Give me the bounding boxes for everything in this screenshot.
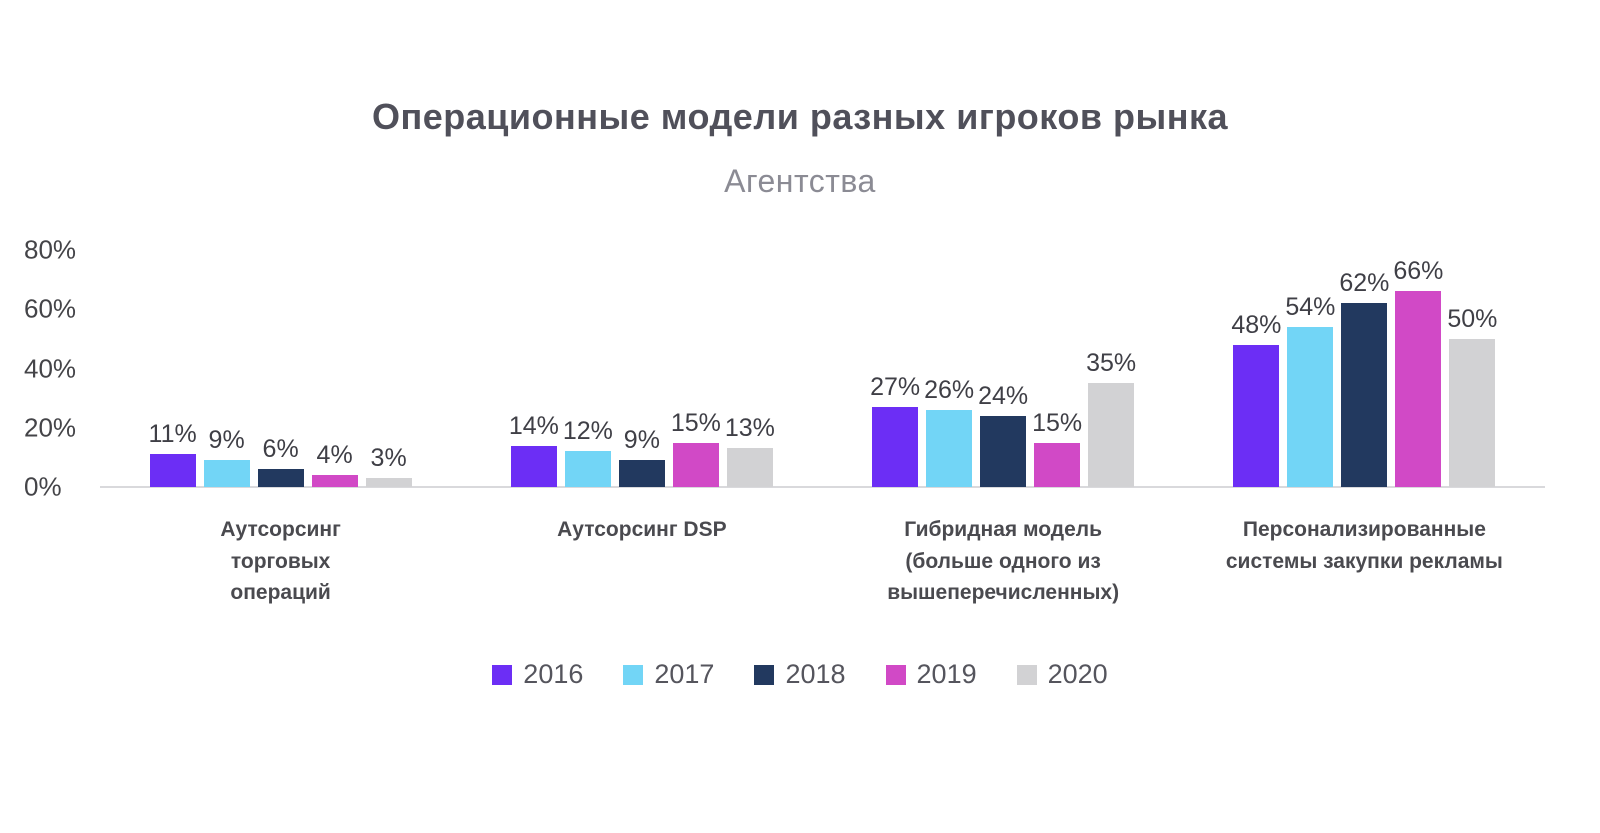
bar-value-label: 24%	[978, 382, 1029, 410]
bar-item: 15%	[1032, 409, 1083, 487]
bar-groups: 11% 9% 6% 4% 3% 14% 12% 9% 15% 13% 27% 26% 24% 15% 35%…	[100, 250, 1545, 487]
legend-label: 2016	[523, 659, 584, 689]
category-label: Аутсорсинг DSP	[557, 518, 727, 541]
bar-group: 14% 12% 9% 15% 13%	[461, 250, 822, 487]
bar-2016	[510, 446, 557, 487]
bar-value-label: 15%	[1032, 409, 1083, 437]
bar-value-label: 14%	[508, 412, 559, 440]
legend-item-2017: 2017	[623, 659, 714, 690]
bar-value-label: 26%	[924, 376, 975, 404]
y-axis-tick: 40%	[24, 353, 77, 383]
bar-value-label: 6%	[262, 435, 299, 463]
bar-item: 12%	[562, 417, 613, 487]
legend-swatch-icon	[492, 664, 513, 685]
bar-value-label: 27%	[870, 373, 921, 401]
bar-item: 11%	[148, 420, 197, 487]
bar-2018	[1341, 303, 1388, 487]
bar-item: 15%	[670, 409, 721, 487]
bar-item: 26%	[924, 376, 975, 487]
bar-item: 27%	[870, 373, 921, 487]
bar-item: 54%	[1285, 293, 1336, 487]
bar-2018	[618, 460, 665, 487]
bar-value-label: 9%	[623, 426, 660, 454]
y-axis: 80% 60% 40% 20% 0%	[24, 235, 96, 502]
bar-item: 13%	[724, 414, 775, 487]
bar-2018	[257, 469, 304, 487]
bar-value-label: 62%	[1339, 269, 1390, 297]
bar-item: 24%	[978, 382, 1029, 487]
category-axis: Аутсорсинг торговых операций Аутсорсинг D…	[100, 514, 1545, 609]
bar-item: 48%	[1231, 311, 1282, 487]
category-label: Гибридная модель (больше одного из вышеп…	[887, 518, 1120, 604]
bar-value-label: 54%	[1285, 293, 1336, 321]
bar-2016	[1233, 345, 1280, 487]
bar-2019	[311, 475, 358, 487]
bar-2020	[1449, 339, 1496, 487]
bar-item: 66%	[1393, 257, 1444, 487]
bar-value-label: 15%	[670, 409, 721, 437]
legend-item-2018: 2018	[754, 659, 846, 690]
legend-item-2016: 2016	[492, 659, 583, 690]
bar-item: 9%	[203, 426, 250, 487]
legend-item-2019: 2019	[885, 659, 977, 690]
bar-value-label: 50%	[1447, 305, 1498, 333]
chart-title: Операционные модели разных игроков рынка	[372, 96, 1228, 137]
bar-2020	[365, 478, 412, 487]
bar-2017	[1287, 327, 1334, 487]
legend-swatch-icon	[754, 664, 775, 685]
bar-value-label: 48%	[1231, 311, 1282, 339]
bar-2019	[1395, 291, 1442, 487]
bar-item: 50%	[1447, 305, 1498, 487]
bar-item: 35%	[1086, 349, 1137, 487]
bar-2018	[980, 416, 1027, 487]
bar-value-label: 11%	[148, 420, 197, 448]
bar-value-label: 4%	[316, 441, 353, 469]
bar-group: 27% 26% 24% 15% 35%	[823, 250, 1184, 487]
bar-2020	[726, 448, 773, 487]
bar-value-label: 3%	[370, 444, 407, 472]
legend-label: 2019	[916, 659, 977, 689]
x-axis-baseline	[100, 486, 1545, 488]
legend-label: 2017	[654, 659, 715, 689]
bar-item: 9%	[618, 426, 665, 487]
category-label: Аутсорсинг торговых операций	[220, 518, 341, 604]
legend-swatch-icon	[885, 664, 906, 685]
y-axis-tick: 0%	[24, 471, 62, 502]
bar-item: 62%	[1339, 269, 1390, 487]
bar-group: 48% 54% 62% 66% 50%	[1184, 250, 1545, 487]
bar-2017	[203, 460, 250, 487]
bar-2020	[1088, 383, 1135, 487]
bar-2017	[564, 451, 611, 487]
y-axis-tick: 80%	[24, 234, 77, 265]
bar-value-label: 66%	[1393, 257, 1444, 285]
bar-item: 6%	[257, 435, 304, 487]
bar-item: 4%	[311, 441, 358, 487]
legend-item-2020: 2020	[1016, 659, 1108, 690]
legend-label: 2020	[1047, 659, 1108, 689]
bar-group: 11% 9% 6% 4% 3%	[100, 250, 461, 487]
chart-subtitle: Агентства	[724, 163, 876, 199]
legend: 2016 2017 2018 2019 2020	[0, 659, 1600, 690]
bar-item: 3%	[365, 444, 412, 487]
bar-value-label: 13%	[724, 414, 775, 442]
bar-value-label: 35%	[1086, 349, 1137, 377]
bar-2016	[872, 407, 919, 487]
bar-2019	[1034, 443, 1081, 487]
bar-value-label: 12%	[562, 417, 613, 445]
category-label: Персонализированные системы закупки рекл…	[1225, 518, 1503, 573]
legend-swatch-icon	[623, 664, 644, 685]
legend-label: 2018	[785, 659, 846, 689]
bar-2017	[926, 410, 973, 487]
bar-2019	[672, 443, 719, 487]
y-axis-tick: 20%	[24, 412, 77, 443]
legend-swatch-icon	[1016, 664, 1037, 685]
bar-item: 14%	[508, 412, 559, 487]
y-axis-tick: 60%	[24, 293, 77, 324]
plot-area: 11% 9% 6% 4% 3% 14% 12% 9% 15% 13% 27% 26% 24% 15% 35%…	[100, 250, 1545, 488]
bar-2016	[149, 454, 196, 487]
bar-value-label: 9%	[208, 426, 245, 454]
